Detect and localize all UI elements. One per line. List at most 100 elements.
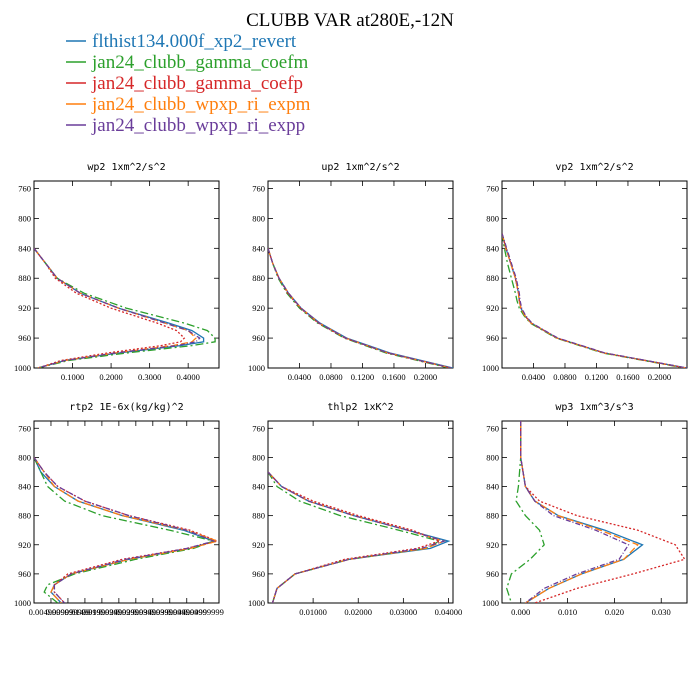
y-tick-label: 840: [486, 482, 499, 492]
chart-panel: wp3 1xm^3/s^3 760 800 840 880 920 960 1000 0.000…: [482, 402, 688, 617]
series-group: [268, 248, 453, 368]
legend-label: jan24_clubb_gamma_coefp: [91, 73, 303, 94]
y-tick-label: 880: [18, 511, 31, 521]
y-tick-label: 920: [486, 303, 499, 313]
x-tick-label: 0.020: [605, 607, 624, 617]
x-tick-label: 0.1200: [351, 372, 374, 382]
legend: flthist134.000f_xp2_revertjan24_clubb_ga…: [66, 31, 311, 136]
y-tick-label: 1000: [482, 598, 499, 608]
series-line: [502, 233, 685, 368]
x-tick-label: 0.2000: [648, 372, 671, 382]
y-tick-label: 1000: [248, 598, 265, 608]
series-line: [268, 248, 452, 368]
x-tick-label: 0.1600: [616, 372, 639, 382]
series-line: [34, 457, 216, 603]
series-line: [520, 421, 630, 603]
x-tick-label: 0.04499999: [167, 607, 207, 617]
legend-entry: flthist134.000f_xp2_revert: [66, 31, 297, 52]
y-tick-label: 800: [486, 452, 499, 462]
series-line: [268, 471, 447, 603]
x-tick-label: 0.2000: [414, 372, 437, 382]
y-tick-label: 960: [252, 333, 265, 343]
series-line: [502, 233, 687, 368]
panel-title: wp2 1xm^2/s^2: [87, 162, 165, 173]
series-group: [34, 247, 216, 368]
series-line: [34, 457, 219, 603]
y-tick-label: 1000: [248, 363, 265, 373]
x-tick-label: 0.03499999: [133, 607, 173, 617]
legend-entry: jan24_clubb_wpxp_ri_expp: [66, 115, 305, 136]
series-line: [268, 471, 451, 603]
plot-frame: [267, 180, 454, 369]
series-line: [520, 421, 686, 603]
series-line: [268, 471, 442, 603]
y-tick-label: 880: [486, 511, 499, 521]
y-tick-label: 1000: [482, 363, 499, 373]
x-tick-label: 0.0400: [522, 372, 545, 382]
series-line: [268, 248, 451, 368]
x-tick-label: 0.2000: [99, 372, 122, 382]
x-tick-label: 0.1200: [585, 372, 608, 382]
y-tick-label: 760: [252, 423, 265, 433]
x-tick-label: 0.004999999: [29, 607, 74, 617]
legend-entry: jan24_clubb_gamma_coefp: [66, 73, 303, 94]
chart-panel: rtp2 1E-6x(kg/kg)^2 760 800 840 880 920 960 100…: [14, 402, 224, 617]
series-line: [268, 248, 452, 368]
series-line: [506, 421, 545, 603]
y-tick-label: 840: [18, 482, 31, 492]
x-tick-label: 0.3000: [138, 372, 161, 382]
legend-label: flthist134.000f_xp2_revert: [92, 31, 297, 52]
series-group: [268, 471, 451, 603]
y-tick-label: 840: [486, 243, 499, 253]
x-tick-label: 0.01000: [299, 607, 327, 617]
panel-title: vp2 1xm^2/s^2: [555, 162, 633, 173]
plot-frame: [33, 180, 220, 369]
panels: wp2 1xm^2/s^2 760 800 840 880 920 960 1000 0.100…: [14, 162, 688, 617]
series-group: [34, 457, 219, 603]
y-tick-label: 800: [18, 452, 31, 462]
legend-label: jan24_clubb_gamma_coefm: [91, 52, 309, 73]
y-tick-label: 840: [252, 243, 265, 253]
y-tick-label: 920: [252, 540, 265, 550]
x-tick-label: 0.04000: [435, 607, 463, 617]
series-line: [502, 233, 687, 368]
y-tick-label: 960: [486, 333, 499, 343]
series-line: [34, 247, 216, 368]
x-tick-label: 0.000: [511, 607, 530, 617]
legend-entry: jan24_clubb_gamma_coefm: [66, 52, 309, 73]
y-tick-label: 960: [18, 333, 31, 343]
x-tick-label: 0.0800: [319, 372, 342, 382]
y-tick-label: 760: [486, 183, 499, 193]
series-line: [268, 248, 453, 368]
y-tick-label: 760: [252, 183, 265, 193]
chart-panel: vp2 1xm^2/s^2 760 800 840 880 920 960 1000 0.040…: [482, 162, 688, 382]
figure-title: CLUBB VAR at280E,-12N: [246, 10, 454, 31]
x-tick-label: 0.03999999: [150, 607, 190, 617]
plot-frame: [501, 180, 688, 369]
series-line: [34, 247, 201, 368]
x-tick-label: 0.010: [558, 607, 577, 617]
y-tick-label: 760: [486, 423, 499, 433]
y-tick-label: 880: [18, 273, 31, 283]
series-line: [268, 248, 450, 368]
y-tick-label: 920: [18, 303, 31, 313]
x-tick-label: 0.1600: [382, 372, 405, 382]
y-tick-label: 800: [486, 213, 499, 223]
x-tick-label: 0.02499999: [99, 607, 139, 617]
x-tick-label: 0.030: [652, 607, 671, 617]
x-tick-label: 0.009999999: [46, 607, 91, 617]
panel-title: up2 1xm^2/s^2: [321, 162, 399, 173]
x-tick-label: 0.0400: [288, 372, 311, 382]
chart-panel: thlp2 1xK^2 760 800 840 880 920 960 1000 0.01000…: [248, 402, 462, 617]
series-group: [506, 421, 686, 603]
y-tick-label: 800: [18, 213, 31, 223]
y-tick-label: 800: [252, 452, 265, 462]
y-tick-label: 840: [252, 482, 265, 492]
y-tick-label: 800: [252, 213, 265, 223]
chart-panel: up2 1xm^2/s^2 760 800 840 880 920 960 1000 0.040…: [248, 162, 454, 382]
y-tick-label: 920: [486, 540, 499, 550]
series-line: [34, 247, 186, 368]
x-tick-label: 0.02999999: [116, 607, 156, 617]
plot-frame: [267, 420, 454, 604]
